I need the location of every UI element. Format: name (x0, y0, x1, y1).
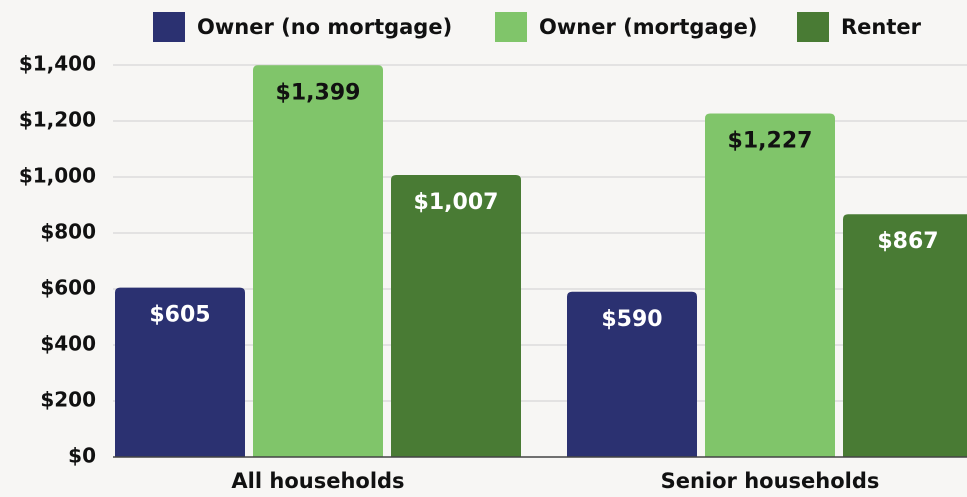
y-tick-label: $1,400 (19, 52, 96, 76)
y-tick-label: $400 (40, 332, 96, 356)
legend-label: Owner (mortgage) (539, 15, 758, 39)
bar (567, 291, 697, 457)
y-tick-label: $1,200 (19, 108, 96, 132)
value-label: $867 (877, 229, 938, 254)
bar (391, 175, 521, 458)
legend-label: Renter (841, 15, 922, 39)
value-label: $1,227 (728, 128, 813, 153)
legend-swatch (495, 12, 527, 42)
value-label: $1,007 (414, 190, 499, 215)
x-tick-label: Senior households (661, 469, 880, 493)
y-tick-label: $1,000 (19, 164, 96, 188)
value-label: $590 (601, 307, 662, 332)
bar (253, 65, 383, 457)
value-label: $605 (149, 303, 210, 328)
legend-swatch (153, 12, 185, 42)
bar (705, 113, 835, 457)
bar (115, 287, 245, 457)
legend-swatch (797, 12, 829, 42)
y-tick-label: $800 (40, 220, 96, 244)
bar (843, 214, 967, 457)
x-tick-label: All households (231, 469, 404, 493)
value-label: $1,399 (276, 80, 361, 105)
legend-label: Owner (no mortgage) (197, 15, 452, 39)
y-tick-label: $0 (68, 444, 96, 468)
y-tick-label: $200 (40, 388, 96, 412)
y-tick-label: $600 (40, 276, 96, 300)
